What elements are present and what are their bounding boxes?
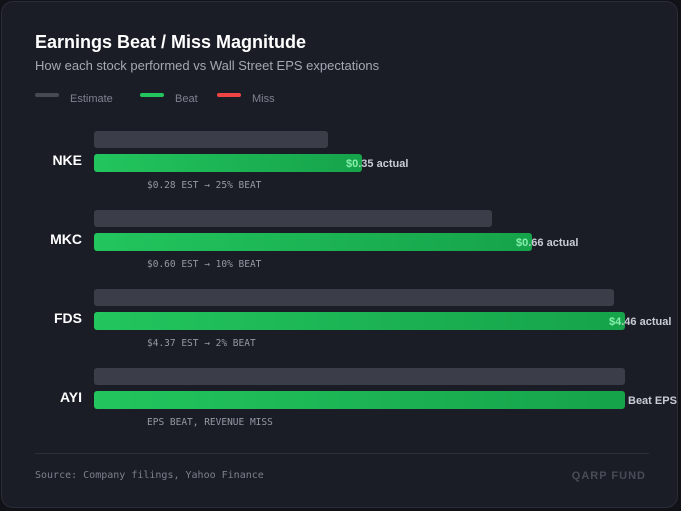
annotation-nke: $0.28 EST → 25% BEAT [147,180,262,191]
footer-divider [35,453,649,454]
actual-bar-fds [94,312,625,330]
legend-miss-swatch [217,93,241,97]
actual-bar-ayi [94,391,625,409]
value-label-fds: $4.46 actual [609,316,671,328]
estimate-bar-nke [94,131,328,148]
category-label-ayi: AYI [60,389,82,405]
legend-estimate-label: Estimate [70,93,113,105]
value-label-ayi: Beat EPS [628,395,677,407]
brand-logo: QARP FUND [571,470,646,482]
value-label-nke: $0.35 actual [346,158,408,170]
legend-estimate-swatch [35,93,59,97]
annotation-ayi: EPS BEAT, REVENUE MISS [147,417,273,428]
estimate-bar-ayi [94,368,625,385]
chart-title: Earnings Beat / Miss Magnitude [35,32,307,52]
value-label-mkc: $0.66 actual [516,237,578,249]
legend-beat-label: Beat [175,93,198,105]
legend-beat-swatch [140,93,164,97]
category-label-fds: FDS [54,310,82,326]
annotation-fds: $4.37 EST → 2% BEAT [147,338,256,349]
actual-bar-nke [94,154,362,172]
category-label-mkc: MKC [50,231,82,247]
source-note: Source: Company filings, Yahoo Finance [35,470,264,481]
estimate-bar-fds [94,289,614,306]
legend-miss-label: Miss [252,93,275,105]
estimate-bar-mkc [94,210,492,227]
annotation-mkc: $0.60 EST → 10% BEAT [147,259,262,270]
chart-subtitle: How each stock performed vs Wall Street … [35,58,380,73]
category-label-nke: NKE [52,152,82,168]
actual-bar-mkc [94,233,532,251]
